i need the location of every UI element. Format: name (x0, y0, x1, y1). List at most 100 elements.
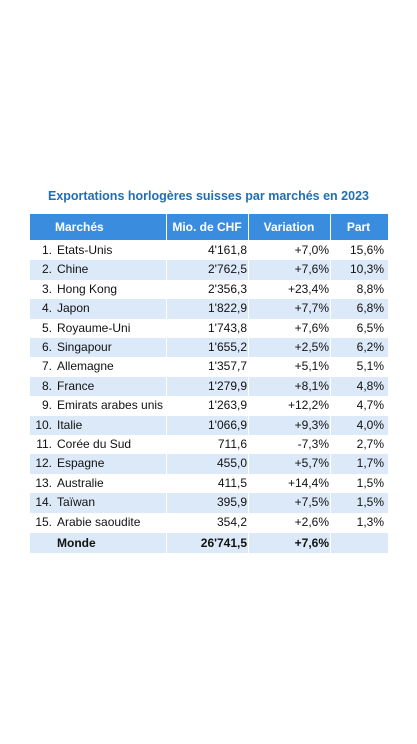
market: Emirats arabes unis (57, 398, 164, 413)
rank: 6. (41, 340, 52, 354)
table-row (30, 376, 388, 397)
share: 1,5% (356, 495, 384, 510)
value: 4'161,8 (208, 243, 247, 257)
value: 2'356,3 (208, 281, 247, 296)
value: 1'279,9 (208, 378, 247, 393)
rank: 9. (41, 398, 52, 413)
value: 455,0 (216, 456, 247, 471)
table-row (30, 396, 388, 416)
share: 10,3% (349, 262, 384, 277)
variation: +5,7% (294, 456, 329, 471)
variation: +7,5% (294, 495, 329, 510)
market: Taïwan (57, 495, 96, 510)
table-row (30, 435, 388, 455)
share: 15,6% (349, 243, 384, 257)
share: 1,7% (356, 456, 384, 471)
rank: 5. (41, 320, 52, 335)
market: Etats-Unis (57, 243, 113, 257)
market: Singapour (57, 340, 112, 354)
rank: 14. (35, 495, 52, 510)
table-row (30, 415, 388, 435)
table-title: Exportations horlogères suisses par marc… (48, 189, 369, 203)
market: Royaume-Uni (57, 320, 131, 335)
variation: +2,6% (294, 514, 329, 529)
market: Arabie saoudite (57, 514, 141, 529)
table-row (30, 473, 388, 494)
value: 354,2 (216, 514, 247, 529)
market: Espagne (57, 456, 105, 471)
rank: 8. (41, 378, 52, 393)
market: Italie (57, 417, 83, 432)
share: 4,8% (356, 378, 384, 393)
variation: +14,4% (287, 475, 329, 490)
value: 1'263,9 (208, 398, 247, 413)
market: Allemagne (57, 359, 114, 374)
table-row (30, 338, 388, 358)
rank: 11. (36, 437, 52, 451)
share: 4,7% (356, 398, 384, 413)
variation: +7,0% (294, 243, 329, 257)
column-header: Marchés (55, 220, 104, 234)
rank: 10. (35, 417, 52, 432)
share: 2,7% (356, 437, 384, 451)
rank: 3. (41, 281, 52, 296)
variation: +5,1% (294, 359, 329, 374)
rank: 4. (41, 301, 52, 316)
variation: +2,5% (294, 340, 329, 354)
table-row (30, 299, 388, 319)
rank: 1. (41, 243, 52, 257)
share: 1,5% (356, 475, 384, 490)
rank: 7. (41, 359, 52, 374)
table-row (30, 241, 388, 261)
rank: 15. (35, 514, 52, 529)
rank: 13. (35, 475, 52, 490)
share: 5,1% (356, 359, 384, 374)
share: 6,5% (356, 320, 384, 335)
variation: +23,4% (287, 281, 329, 296)
value: 1'066,9 (208, 417, 247, 432)
table-row (30, 279, 388, 300)
table-row (30, 493, 388, 513)
value: 1'357,7 (208, 359, 247, 374)
value: 1'822,9 (208, 301, 247, 316)
market: Australie (57, 475, 104, 490)
variation: +7,6% (294, 262, 329, 277)
share: 8,8% (356, 281, 384, 296)
market: France (57, 378, 95, 393)
column-header: Mio. de CHF (172, 220, 242, 234)
variation: +8,1% (294, 378, 329, 393)
value: 1'655,2 (208, 340, 247, 354)
value: 411,5 (217, 475, 247, 490)
table-row (30, 260, 388, 280)
column-header: Variation (263, 220, 315, 234)
column-separator (166, 214, 167, 553)
table-row (30, 512, 388, 532)
value: 395,9 (216, 495, 247, 510)
variation: +9,3% (294, 417, 329, 432)
share: 4,0% (356, 417, 384, 432)
column-separator (330, 214, 331, 553)
table-row (30, 318, 388, 338)
rank: 2. (41, 262, 52, 277)
share: 6,2% (356, 340, 384, 354)
table-row (30, 454, 388, 474)
rank: 12. (35, 456, 52, 471)
column-separator (248, 214, 249, 553)
value: 1'743,8 (208, 320, 247, 335)
total-row (30, 533, 388, 553)
column-header: Part (346, 220, 371, 234)
variation: +7,6% (294, 320, 329, 335)
value: 2'762,5 (208, 262, 247, 277)
variation: -7,3% (297, 437, 329, 451)
variation: +7,7% (294, 301, 329, 316)
value: 711,6 (217, 437, 247, 451)
header-row (30, 214, 388, 240)
table-row (30, 357, 388, 377)
total-value: 26'741,5 (200, 536, 247, 550)
market: Chine (57, 262, 89, 277)
market: Hong Kong (57, 281, 118, 296)
share: 6,8% (356, 301, 384, 316)
total-variation: +7,6% (294, 536, 329, 550)
market: Japon (57, 301, 90, 316)
